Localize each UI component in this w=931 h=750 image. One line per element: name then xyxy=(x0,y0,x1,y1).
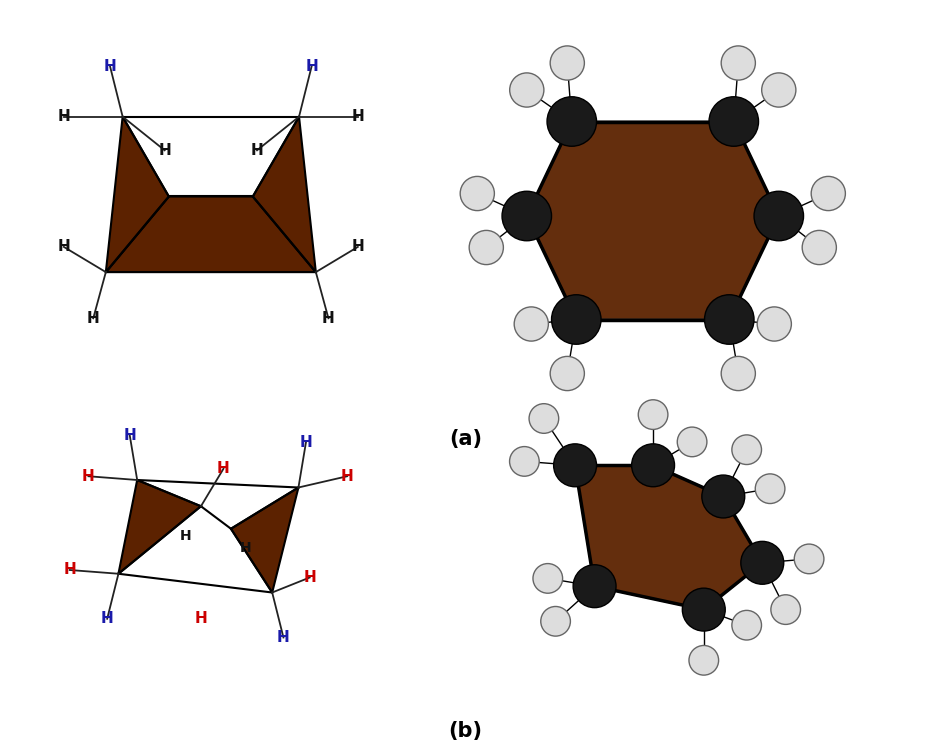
Circle shape xyxy=(529,404,559,433)
Polygon shape xyxy=(118,480,201,574)
Text: H: H xyxy=(250,142,263,158)
Text: H: H xyxy=(63,562,76,578)
Circle shape xyxy=(732,435,762,464)
Text: (b): (b) xyxy=(449,722,482,741)
Circle shape xyxy=(762,73,796,107)
Text: H: H xyxy=(305,58,318,74)
Text: H: H xyxy=(240,541,251,554)
Circle shape xyxy=(794,544,824,574)
Text: H: H xyxy=(103,58,116,74)
Text: H: H xyxy=(304,570,316,585)
Circle shape xyxy=(682,588,725,631)
Text: H: H xyxy=(352,110,364,125)
Circle shape xyxy=(502,191,551,241)
Polygon shape xyxy=(106,117,169,272)
Circle shape xyxy=(551,295,601,344)
Text: H: H xyxy=(322,310,335,326)
Circle shape xyxy=(754,191,803,241)
Text: H: H xyxy=(82,469,95,484)
Circle shape xyxy=(689,646,719,675)
Circle shape xyxy=(541,607,571,636)
Circle shape xyxy=(755,474,785,503)
Text: H: H xyxy=(158,142,171,158)
Circle shape xyxy=(460,176,494,211)
Circle shape xyxy=(722,356,755,391)
Circle shape xyxy=(509,73,544,107)
Polygon shape xyxy=(106,196,316,272)
Circle shape xyxy=(741,542,784,584)
Circle shape xyxy=(803,230,836,265)
Circle shape xyxy=(550,46,585,80)
Circle shape xyxy=(533,563,562,593)
Text: H: H xyxy=(123,427,136,442)
Circle shape xyxy=(554,444,597,487)
Circle shape xyxy=(514,307,548,341)
Circle shape xyxy=(757,307,791,341)
Circle shape xyxy=(702,475,745,518)
Text: H: H xyxy=(101,611,114,626)
Text: H: H xyxy=(180,530,192,543)
Circle shape xyxy=(811,176,845,211)
Text: (a): (a) xyxy=(449,429,482,448)
Text: H: H xyxy=(341,469,354,484)
Circle shape xyxy=(677,427,707,457)
Circle shape xyxy=(771,595,801,625)
Polygon shape xyxy=(253,117,316,272)
Circle shape xyxy=(509,446,539,476)
Text: H: H xyxy=(58,239,70,254)
Polygon shape xyxy=(231,488,299,592)
Text: H: H xyxy=(217,461,230,476)
Text: H: H xyxy=(58,110,70,125)
Circle shape xyxy=(732,610,762,640)
Text: H: H xyxy=(352,239,364,254)
Circle shape xyxy=(469,230,504,265)
Circle shape xyxy=(639,400,668,430)
Text: H: H xyxy=(277,630,290,645)
Text: H: H xyxy=(87,310,100,326)
Circle shape xyxy=(705,295,754,344)
Circle shape xyxy=(573,565,616,608)
Circle shape xyxy=(631,444,675,487)
Circle shape xyxy=(550,356,585,391)
Circle shape xyxy=(722,46,755,80)
Circle shape xyxy=(709,97,759,146)
Polygon shape xyxy=(575,465,762,610)
Circle shape xyxy=(547,97,597,146)
Text: H: H xyxy=(300,435,312,450)
Polygon shape xyxy=(527,122,779,320)
Text: H: H xyxy=(195,611,208,626)
